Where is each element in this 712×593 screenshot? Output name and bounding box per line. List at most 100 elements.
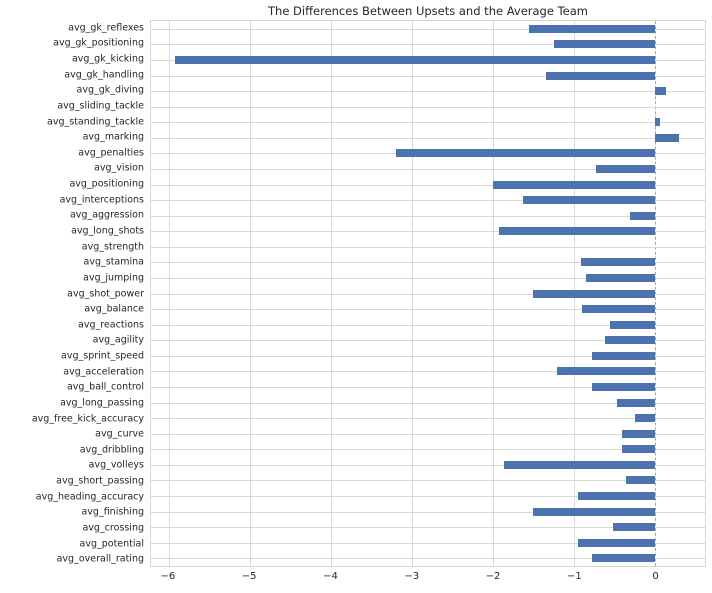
y-gridline: [151, 371, 705, 373]
y-axis-labels: avg_gk_reflexes avg_gk_positioning avg_gk_…: [0, 20, 144, 567]
y-gridline: [151, 293, 705, 295]
y-tick-label: avg_sprint_speed: [61, 350, 144, 362]
y-tick-label: avg_gk_reflexes: [68, 22, 144, 34]
bar-avg_balance: [581, 305, 655, 314]
bar-avg_long_passing: [616, 398, 655, 407]
y-gridline: [151, 309, 705, 311]
x-tick-label: 0: [652, 571, 659, 582]
bar-avg_dribbling: [622, 445, 655, 454]
y-tick-label: avg_stamina: [83, 256, 144, 268]
bar-avg_agility: [604, 336, 655, 345]
y-tick-label: avg_gk_handling: [64, 69, 144, 81]
bar-avg_stamina: [581, 258, 655, 267]
y-gridline: [151, 106, 705, 108]
y-gridline: [151, 386, 705, 388]
y-tick-label: avg_penalties: [78, 147, 144, 159]
bar-avg_vision: [596, 164, 655, 173]
y-gridline: [151, 215, 705, 217]
x-tick-label: −2: [485, 571, 501, 582]
y-tick-label: avg_finishing: [81, 506, 144, 518]
y-tick-label: avg_short_passing: [56, 475, 144, 487]
y-tick-label: avg_potential: [79, 538, 144, 550]
bar-avg_sprint_speed: [592, 351, 655, 360]
y-tick-label: avg_volleys: [88, 459, 144, 471]
y-tick-label: avg_ball_control: [66, 381, 144, 393]
bar-avg_curve: [621, 429, 655, 438]
y-gridline: [151, 495, 705, 497]
y-gridline: [151, 511, 705, 513]
y-gridline: [151, 246, 705, 248]
plot-area: [150, 20, 706, 567]
bar-avg_volleys: [504, 460, 655, 469]
y-gridline: [151, 480, 705, 482]
y-tick-label: avg_marking: [82, 131, 144, 143]
y-tick-label: avg_gk_diving: [76, 84, 145, 96]
y-tick-label: avg_sliding_tackle: [57, 100, 144, 112]
y-tick-label: avg_overall_rating: [56, 553, 144, 565]
y-gridline: [151, 44, 705, 46]
bar-avg_gk_kicking: [175, 55, 655, 64]
bar-avg_shot_power: [533, 289, 655, 298]
bar-avg_standing_tackle: [654, 118, 660, 127]
y-tick-label: avg_dribbling: [79, 444, 144, 456]
bar-avg_ball_control: [592, 382, 655, 391]
bar-avg_free_kick_accuracy: [634, 414, 655, 423]
y-tick-label: avg_gk_positioning: [53, 37, 144, 49]
x-tick-label: −5: [241, 571, 257, 582]
x-tick-label: −4: [323, 571, 338, 582]
y-tick-label: avg_strength: [81, 241, 144, 253]
y-tick-label: avg_long_passing: [60, 397, 144, 409]
y-gridline: [151, 168, 705, 170]
y-tick-label: avg_positioning: [69, 178, 144, 190]
bar-avg_gk_positioning: [554, 40, 655, 49]
y-gridline: [151, 527, 705, 529]
y-tick-label: avg_agility: [92, 334, 144, 346]
bar-avg_interceptions: [522, 196, 655, 205]
y-gridline: [151, 137, 705, 139]
y-tick-label: avg_standing_tackle: [47, 116, 144, 128]
y-gridline: [151, 558, 705, 560]
bar-avg_potential: [577, 538, 655, 547]
bar-avg_gk_reflexes: [529, 24, 655, 33]
y-gridline: [151, 91, 705, 93]
chart-title: The Differences Between Upsets and the A…: [268, 4, 588, 18]
y-gridline: [151, 200, 705, 202]
bar-avg_overall_rating: [591, 554, 655, 563]
y-tick-label: avg_acceleration: [63, 366, 144, 378]
y-gridline: [151, 184, 705, 186]
y-tick-label: avg_crossing: [82, 522, 144, 534]
y-gridline: [151, 231, 705, 233]
y-gridline: [151, 433, 705, 435]
y-gridline: [151, 542, 705, 544]
bar-avg_penalties: [395, 149, 655, 158]
x-axis-labels: −6 −5 −4 −3 −2 −1 0: [150, 571, 706, 587]
y-tick-label: avg_aggression: [69, 209, 144, 221]
y-gridline: [151, 355, 705, 357]
y-tick-label: avg_balance: [84, 303, 144, 315]
y-tick-label: avg_shot_power: [67, 288, 144, 299]
y-tick-label: avg_long_shots: [71, 225, 144, 237]
bar-avg_reactions: [610, 320, 655, 329]
y-tick-label: avg_jumping: [83, 272, 144, 284]
y-tick-label: avg_reactions: [78, 319, 144, 331]
y-gridline: [151, 122, 705, 124]
bar-avg_aggression: [630, 211, 655, 220]
y-tick-label: avg_free_kick_accuracy: [31, 413, 144, 425]
y-tick-label: avg_heading_accuracy: [35, 491, 144, 503]
y-gridline: [151, 28, 705, 30]
y-gridline: [151, 402, 705, 404]
bar-avg_finishing: [533, 507, 655, 516]
bar-avg_positioning: [492, 180, 655, 189]
y-gridline: [151, 418, 705, 420]
y-tick-label: avg_gk_kicking: [71, 53, 144, 65]
bar-avg_crossing: [612, 523, 655, 532]
y-tick-label: avg_interceptions: [59, 194, 144, 206]
x-tick-label: −6: [160, 571, 176, 582]
bar-avg_acceleration: [556, 367, 655, 376]
y-tick-label: avg_vision: [94, 162, 144, 174]
x-tick-label: −1: [566, 571, 582, 582]
bar-avg_long_shots: [499, 227, 655, 236]
bar-avg_heading_accuracy: [577, 491, 655, 500]
x-tick-label: −3: [404, 571, 420, 582]
